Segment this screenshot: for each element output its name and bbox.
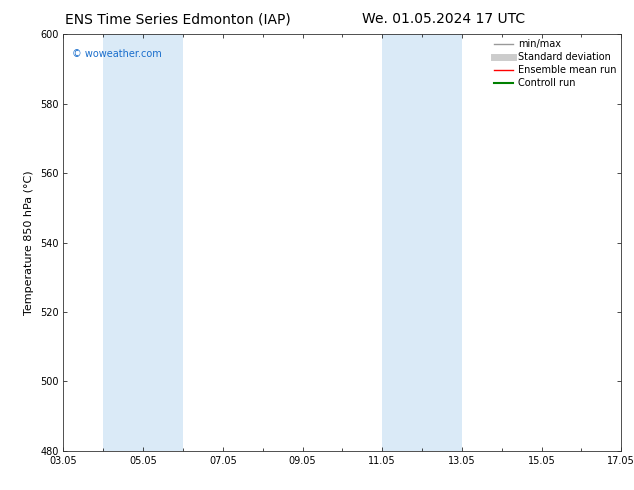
Text: We. 01.05.2024 17 UTC: We. 01.05.2024 17 UTC bbox=[362, 12, 526, 26]
Y-axis label: Temperature 850 hPa (°C): Temperature 850 hPa (°C) bbox=[24, 170, 34, 315]
Legend: min/max, Standard deviation, Ensemble mean run, Controll run: min/max, Standard deviation, Ensemble me… bbox=[494, 39, 616, 88]
Bar bbox=[382, 34, 462, 451]
Text: © woweather.com: © woweather.com bbox=[72, 49, 162, 59]
Bar bbox=[103, 34, 183, 451]
Text: ENS Time Series Edmonton (IAP): ENS Time Series Edmonton (IAP) bbox=[65, 12, 290, 26]
